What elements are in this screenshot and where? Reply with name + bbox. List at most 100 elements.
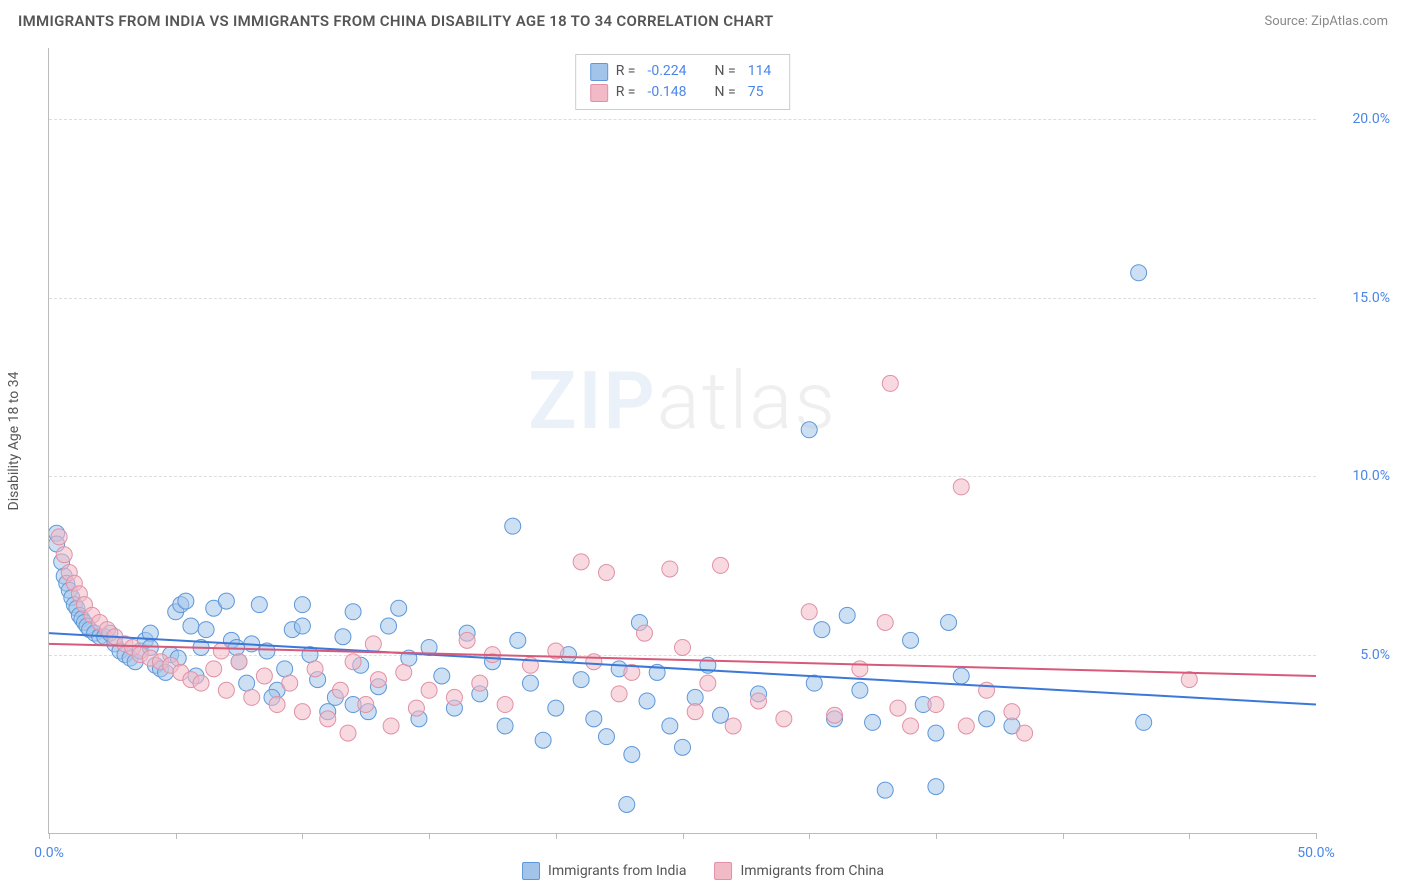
scatter-point-china	[675, 639, 691, 655]
scatter-point-china	[256, 668, 272, 684]
scatter-point-india	[229, 639, 245, 655]
scatter-point-india	[510, 632, 526, 648]
scatter-point-china	[662, 561, 678, 577]
scatter-point-china	[231, 654, 247, 670]
scatter-point-china	[882, 375, 898, 391]
scatter-point-india	[675, 739, 691, 755]
scatter-point-china	[827, 707, 843, 723]
x-tick	[1063, 833, 1064, 839]
scatter-point-china	[801, 604, 817, 620]
scatter-point-india	[1136, 714, 1152, 730]
scatter-point-india	[801, 422, 817, 438]
chart-title: IMMIGRANTS FROM INDIA VS IMMIGRANTS FROM…	[18, 12, 774, 30]
scatter-point-china	[903, 718, 919, 734]
x-tick	[936, 833, 937, 839]
swatch-india	[590, 63, 608, 81]
source-label: Source: ZipAtlas.com	[1264, 14, 1388, 29]
scatter-point-india	[1131, 265, 1147, 281]
scatter-point-china	[1004, 704, 1020, 720]
scatter-point-india	[865, 714, 881, 730]
r-label: R =	[616, 61, 636, 82]
scatter-point-china	[307, 661, 323, 677]
n-label: N =	[715, 82, 736, 103]
r-label: R =	[616, 82, 636, 103]
scatter-point-china	[421, 682, 437, 698]
scatter-point-china	[776, 711, 792, 727]
scatter-point-china	[979, 682, 995, 698]
scatter-point-india	[639, 693, 655, 709]
r-value-india: -0.224	[647, 61, 686, 82]
x-tick	[302, 833, 303, 839]
plot-bounds: ZIPatlas R = -0.224 N = 114 R = -0.148 N…	[48, 48, 1316, 834]
x-tick	[809, 833, 810, 839]
x-tick	[49, 833, 50, 839]
scatter-point-china	[1017, 725, 1033, 741]
n-value-china: 75	[748, 82, 764, 103]
scatter-point-china	[294, 704, 310, 720]
scatter-point-china	[340, 725, 356, 741]
scatter-point-india	[713, 707, 729, 723]
scatter-point-china	[928, 697, 944, 713]
scatter-point-india	[505, 518, 521, 534]
x-tick	[1189, 833, 1190, 839]
n-value-india: 114	[748, 61, 772, 82]
y-tick-label: 15.0%	[1330, 290, 1390, 306]
scatter-point-china	[472, 675, 488, 691]
correlation-legend: R = -0.224 N = 114 R = -0.148 N = 75	[575, 54, 791, 110]
scatter-point-india	[624, 747, 640, 763]
scatter-point-india	[198, 622, 214, 638]
scatter-point-india	[979, 711, 995, 727]
scatter-point-china	[877, 614, 893, 630]
legend-label-china: Immigrants from China	[740, 863, 884, 879]
x-tick	[683, 833, 684, 839]
scatter-point-china	[1181, 672, 1197, 688]
scatter-point-china	[193, 675, 209, 691]
y-tick-label: 20.0%	[1330, 111, 1390, 127]
scatter-point-china	[320, 711, 336, 727]
scatter-point-china	[713, 557, 729, 573]
r-value-china: -0.148	[647, 82, 686, 103]
scatter-point-india	[687, 689, 703, 705]
scatter-point-china	[213, 643, 229, 659]
legend-item-india: Immigrants from India	[522, 862, 686, 880]
scatter-point-china	[497, 697, 513, 713]
scatter-point-china	[459, 632, 475, 648]
scatter-point-china	[725, 718, 741, 734]
scatter-point-india	[178, 593, 194, 609]
scatter-point-india	[814, 622, 830, 638]
scatter-point-china	[586, 654, 602, 670]
scatter-point-china	[282, 675, 298, 691]
scatter-point-india	[239, 675, 255, 691]
scatter-point-china	[700, 675, 716, 691]
y-tick-label: 10.0%	[1330, 468, 1390, 484]
scatter-point-india	[877, 782, 893, 798]
scatter-point-india	[662, 718, 678, 734]
y-tick-label: 5.0%	[1330, 647, 1390, 663]
scatter-point-china	[365, 636, 381, 652]
scatter-point-china	[598, 565, 614, 581]
scatter-point-india	[522, 675, 538, 691]
scatter-point-india	[434, 668, 450, 684]
x-tick	[1316, 833, 1317, 839]
scatter-point-china	[408, 700, 424, 716]
scatter-point-china	[358, 697, 374, 713]
scatter-point-china	[56, 547, 72, 563]
scatter-point-china	[51, 529, 67, 545]
scatter-point-india	[183, 618, 199, 634]
legend-label-india: Immigrants from India	[548, 863, 686, 879]
scatter-point-india	[953, 668, 969, 684]
scatter-point-china	[751, 693, 767, 709]
scatter-point-india	[381, 618, 397, 634]
scatter-point-china	[636, 625, 652, 641]
x-tick-label: 50.0%	[1297, 845, 1335, 861]
scatter-point-india	[573, 672, 589, 688]
scatter-point-india	[598, 729, 614, 745]
scatter-point-india	[839, 607, 855, 623]
scatter-point-china	[396, 664, 412, 680]
scatter-point-china	[573, 554, 589, 570]
scatter-point-india	[294, 618, 310, 634]
swatch-china	[714, 862, 732, 880]
scatter-point-china	[446, 689, 462, 705]
y-axis-title: Disability Age 18 to 34	[6, 372, 22, 511]
title-bar: IMMIGRANTS FROM INDIA VS IMMIGRANTS FROM…	[0, 0, 1406, 38]
